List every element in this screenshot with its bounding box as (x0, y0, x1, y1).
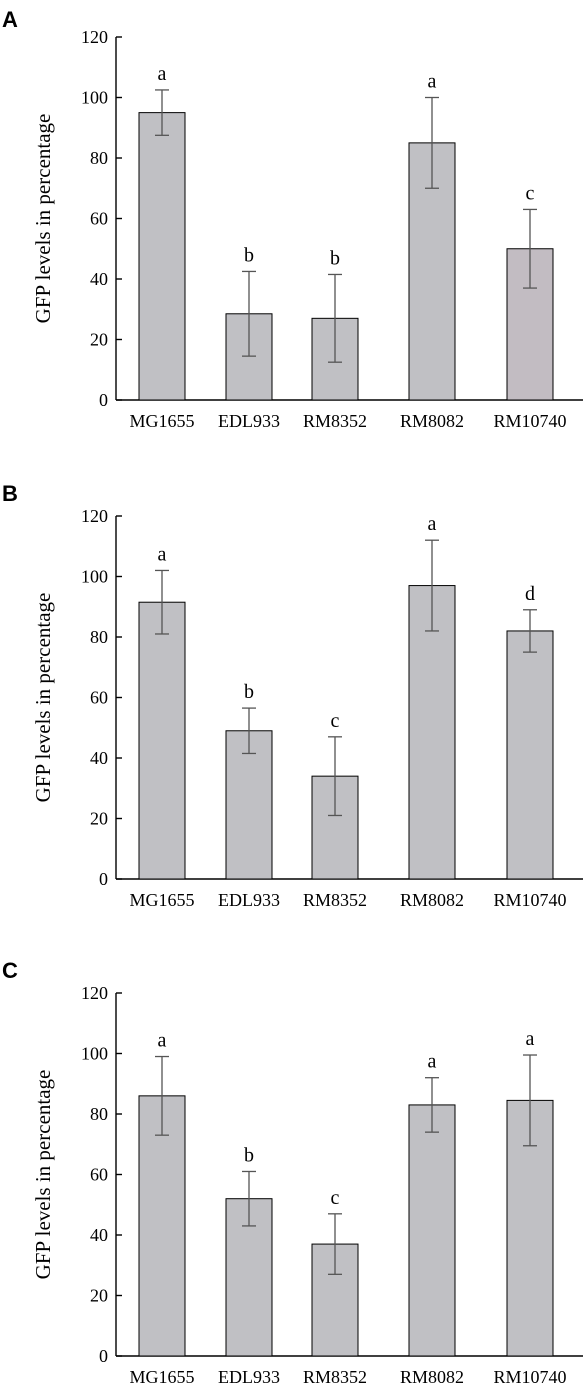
bar (138, 112, 186, 401)
category-label: MG1655 (129, 1367, 194, 1387)
y-tick-label: 20 (90, 809, 108, 829)
y-tick-label: 0 (99, 1346, 108, 1366)
y-tick-label: 80 (90, 148, 108, 168)
significance-letter: b (244, 244, 254, 266)
bar (408, 1104, 456, 1357)
category-label: RM10740 (493, 890, 566, 910)
bar (225, 730, 273, 880)
panel-letter: A (2, 7, 18, 32)
category-label: RM8082 (400, 411, 464, 431)
category-label: MG1655 (129, 890, 194, 910)
category-label: EDL933 (218, 411, 280, 431)
category-label: RM8352 (303, 1367, 367, 1387)
significance-letter: b (244, 1144, 254, 1166)
y-tick-label: 40 (90, 748, 108, 768)
y-tick-label: 120 (81, 983, 108, 1003)
significance-letter: a (526, 1028, 535, 1050)
significance-letter: a (158, 1030, 167, 1052)
category-label: RM8082 (400, 1367, 464, 1387)
category-label: EDL933 (218, 890, 280, 910)
significance-letter: a (428, 1051, 437, 1073)
panel-letter: C (2, 958, 18, 983)
y-tick-label: 60 (90, 209, 108, 229)
y-axis-title: GFP levels in percentage (31, 1070, 55, 1280)
y-axis-title: GFP levels in percentage (31, 114, 55, 324)
category-label: EDL933 (218, 1367, 280, 1387)
significance-letter: a (158, 63, 167, 85)
y-tick-label: 80 (90, 627, 108, 647)
y-tick-label: 80 (90, 1104, 108, 1124)
significance-letter: c (331, 710, 340, 732)
significance-letter: b (330, 247, 340, 269)
significance-letter: d (525, 583, 535, 605)
y-tick-label: 100 (81, 567, 108, 587)
panel-letter: B (2, 481, 18, 506)
bar (506, 630, 554, 880)
category-label: RM8352 (303, 890, 367, 910)
y-tick-label: 100 (81, 88, 108, 108)
significance-letter: a (158, 543, 167, 565)
bar (408, 585, 456, 880)
y-tick-label: 0 (99, 869, 108, 889)
y-tick-label: 60 (90, 1165, 108, 1185)
significance-letter: c (526, 182, 535, 204)
y-tick-label: 20 (90, 330, 108, 350)
y-axis-title: GFP levels in percentage (31, 593, 55, 803)
y-tick-label: 40 (90, 1225, 108, 1245)
y-tick-label: 40 (90, 269, 108, 289)
y-tick-label: 60 (90, 688, 108, 708)
bar (138, 601, 186, 880)
significance-letter: b (244, 681, 254, 703)
category-label: RM8352 (303, 411, 367, 431)
category-label: RM8082 (400, 890, 464, 910)
y-tick-label: 120 (81, 27, 108, 47)
significance-letter: a (428, 71, 437, 93)
y-tick-label: 20 (90, 1286, 108, 1306)
y-tick-label: 120 (81, 506, 108, 526)
significance-letter: a (428, 513, 437, 535)
y-tick-label: 0 (99, 390, 108, 410)
category-label: MG1655 (129, 411, 194, 431)
significance-letter: c (331, 1187, 340, 1209)
category-label: RM10740 (493, 411, 566, 431)
category-label: RM10740 (493, 1367, 566, 1387)
bar (138, 1095, 186, 1357)
y-tick-label: 100 (81, 1044, 108, 1064)
